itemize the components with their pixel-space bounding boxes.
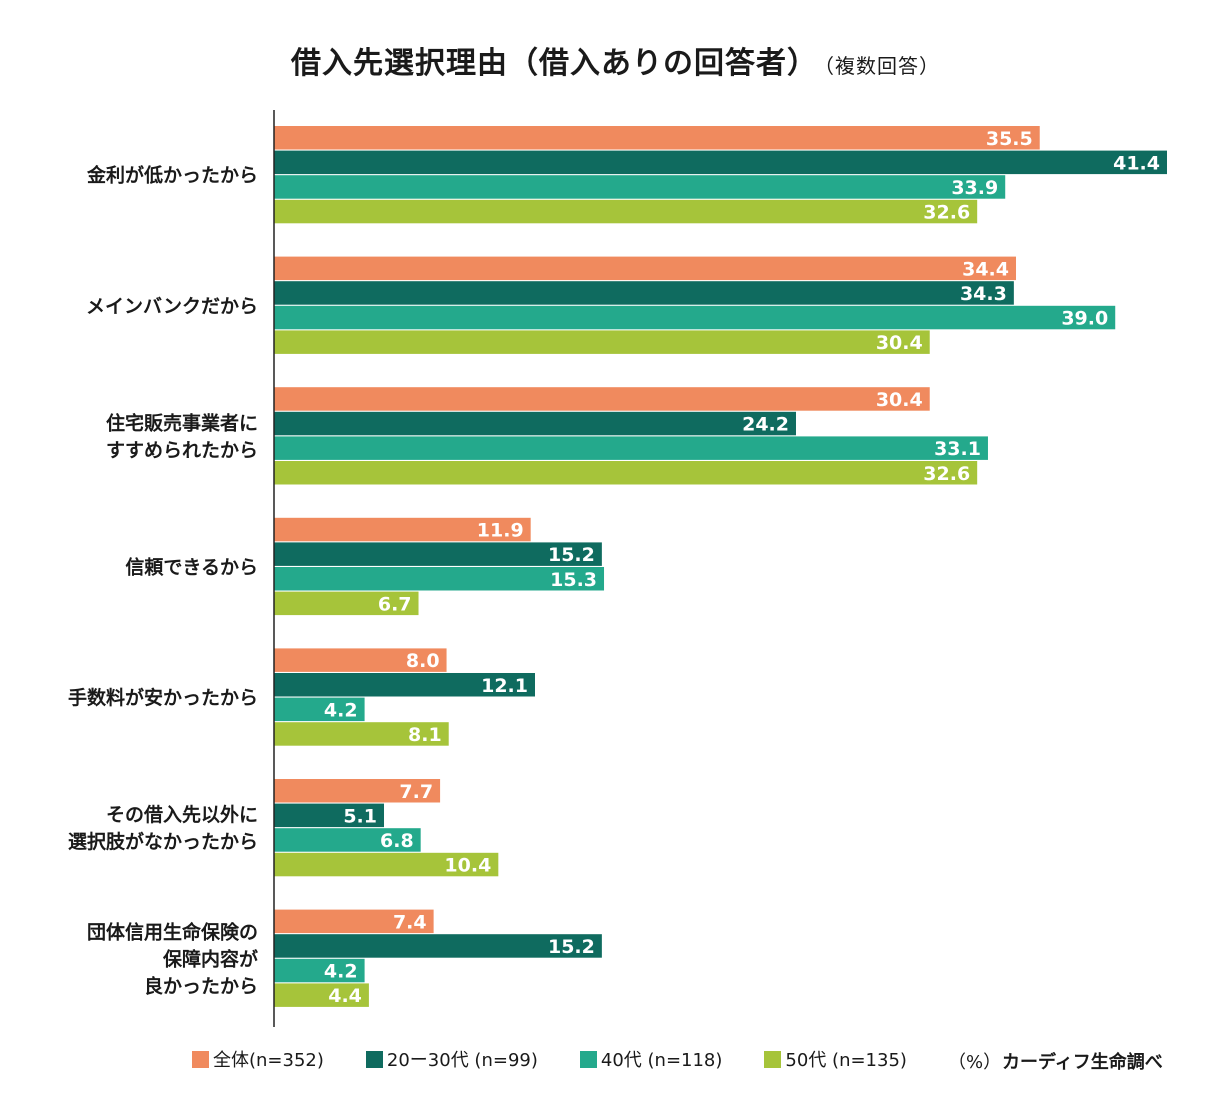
- category-label: 手数料が安かったから: [68, 686, 258, 709]
- legend-label-20-30s: 20ー30代 (n=99): [386, 1050, 538, 1071]
- bar-50s: [274, 852, 499, 877]
- data-label: 15.3: [550, 569, 597, 591]
- bar-20-30s: [274, 542, 602, 566]
- legend-label-40s: 40代 (n=118): [600, 1050, 723, 1071]
- bar-40s: [274, 305, 1116, 330]
- data-label: 5.1: [343, 805, 377, 827]
- category-group: 8.0 12.1 4.2 8.1 手数料が安かったから: [68, 648, 535, 746]
- bar-40s: [274, 175, 1006, 199]
- bar-50s: [274, 199, 978, 224]
- category-label: 住宅販売事業者に: [106, 411, 258, 434]
- bar-20-30s: [274, 934, 602, 958]
- category-label: すすめられたから: [106, 439, 258, 461]
- legend-item-all: 全体(n=352): [192, 1046, 324, 1072]
- bar-20-30s: [274, 281, 1014, 305]
- bar-40s: [274, 567, 605, 591]
- data-label: 4.2: [324, 961, 358, 983]
- bar-20-30s: [274, 150, 1167, 175]
- chart-title-note: （複数回答）: [824, 54, 940, 78]
- category-group: 35.5 41.4 33.9 32.6 金利が低かったから: [86, 126, 1167, 224]
- legend-swatch-50s: [764, 1050, 782, 1068]
- source-label: カーディフ生命調べ: [1002, 1052, 1163, 1073]
- legend-label-50s: 50代 (n=135): [785, 1050, 907, 1071]
- category-label: 良かったから: [144, 974, 258, 997]
- bar-all: [274, 126, 1040, 150]
- category-label: 金利が低かったから: [86, 164, 258, 187]
- bar-all: [274, 909, 434, 934]
- bar-50s: [274, 330, 930, 354]
- category-label: 選択肢がなかったから: [68, 830, 258, 853]
- data-label: 8.1: [408, 724, 442, 746]
- data-label: 8.0: [406, 650, 440, 672]
- bar-40s: [274, 828, 421, 852]
- data-label: 30.4: [876, 332, 923, 354]
- data-label: 41.4: [1113, 152, 1160, 174]
- bar-50s: [274, 983, 369, 1007]
- category-label: その借入先以外に: [106, 803, 258, 826]
- data-label: 11.9: [477, 520, 524, 542]
- data-label: 7.7: [399, 781, 433, 803]
- legend-label-all: 全体(n=352): [213, 1050, 324, 1071]
- chart-title: 借入先選択理由（借入ありの回答者） （複数回答）: [0, 38, 1231, 82]
- bar-40s: [274, 958, 365, 983]
- bar-40s: [274, 436, 988, 460]
- data-label: 33.1: [934, 438, 981, 460]
- data-label: 32.6: [923, 463, 970, 485]
- legend-swatch-40s: [579, 1050, 597, 1068]
- data-label: 6.8: [380, 830, 414, 852]
- bar-all: [274, 256, 1017, 281]
- chart-title-main: 借入先選択理由（借入ありの回答者）: [291, 46, 818, 81]
- unit-label: （%）: [948, 1052, 1002, 1073]
- bar-20-30s: [274, 803, 385, 828]
- category-label: 団体信用生命保険の: [87, 920, 258, 943]
- bar-all: [274, 517, 531, 542]
- bar-40s: [274, 697, 365, 722]
- data-label: 35.5: [986, 128, 1033, 150]
- data-label: 6.7: [378, 593, 412, 615]
- data-label: 12.1: [481, 675, 528, 697]
- data-label: 4.2: [324, 699, 358, 721]
- data-label: 10.4: [444, 855, 491, 877]
- category-group: 11.9 15.2 15.3 6.7 信頼できるから: [125, 517, 605, 616]
- data-label: 30.4: [876, 389, 923, 411]
- legend-swatch-20-30s: [365, 1050, 383, 1068]
- data-label: 34.3: [960, 283, 1007, 305]
- data-label: 34.4: [962, 258, 1009, 280]
- data-label: 32.6: [923, 202, 970, 224]
- category-group: 34.4 34.3 39.0 30.4 メインバンクだから: [86, 256, 1116, 354]
- legend-item-50s: 50代 (n=135): [764, 1046, 907, 1072]
- data-label: 24.2: [742, 414, 789, 436]
- bar-all: [274, 387, 930, 411]
- bar-50s: [274, 722, 449, 746]
- bar-50s: [274, 461, 978, 485]
- bar-20-30s: [274, 411, 796, 436]
- data-label: 15.2: [548, 544, 595, 566]
- data-label: 15.2: [548, 936, 595, 958]
- bar-all: [274, 779, 441, 803]
- category-label: 信頼できるから: [125, 555, 258, 578]
- data-label: 39.0: [1061, 308, 1108, 330]
- bar-20-30s: [274, 673, 535, 697]
- bar-50s: [274, 591, 419, 616]
- data-label: 33.9: [951, 177, 998, 199]
- data-label: 7.4: [393, 911, 427, 933]
- bar-all: [274, 648, 447, 672]
- data-label: 4.4: [328, 985, 362, 1007]
- legend-item-20-30s: 20ー30代 (n=99): [365, 1046, 538, 1072]
- legend: 全体(n=352) 20ー30代 (n=99) 40代 (n=118) 50代 …: [192, 1044, 949, 1074]
- legend-item-40s: 40代 (n=118): [579, 1046, 723, 1072]
- legend-swatch-all: [192, 1050, 209, 1068]
- category-label: メインバンクだから: [86, 295, 258, 317]
- category-label: 保障内容が: [162, 947, 258, 970]
